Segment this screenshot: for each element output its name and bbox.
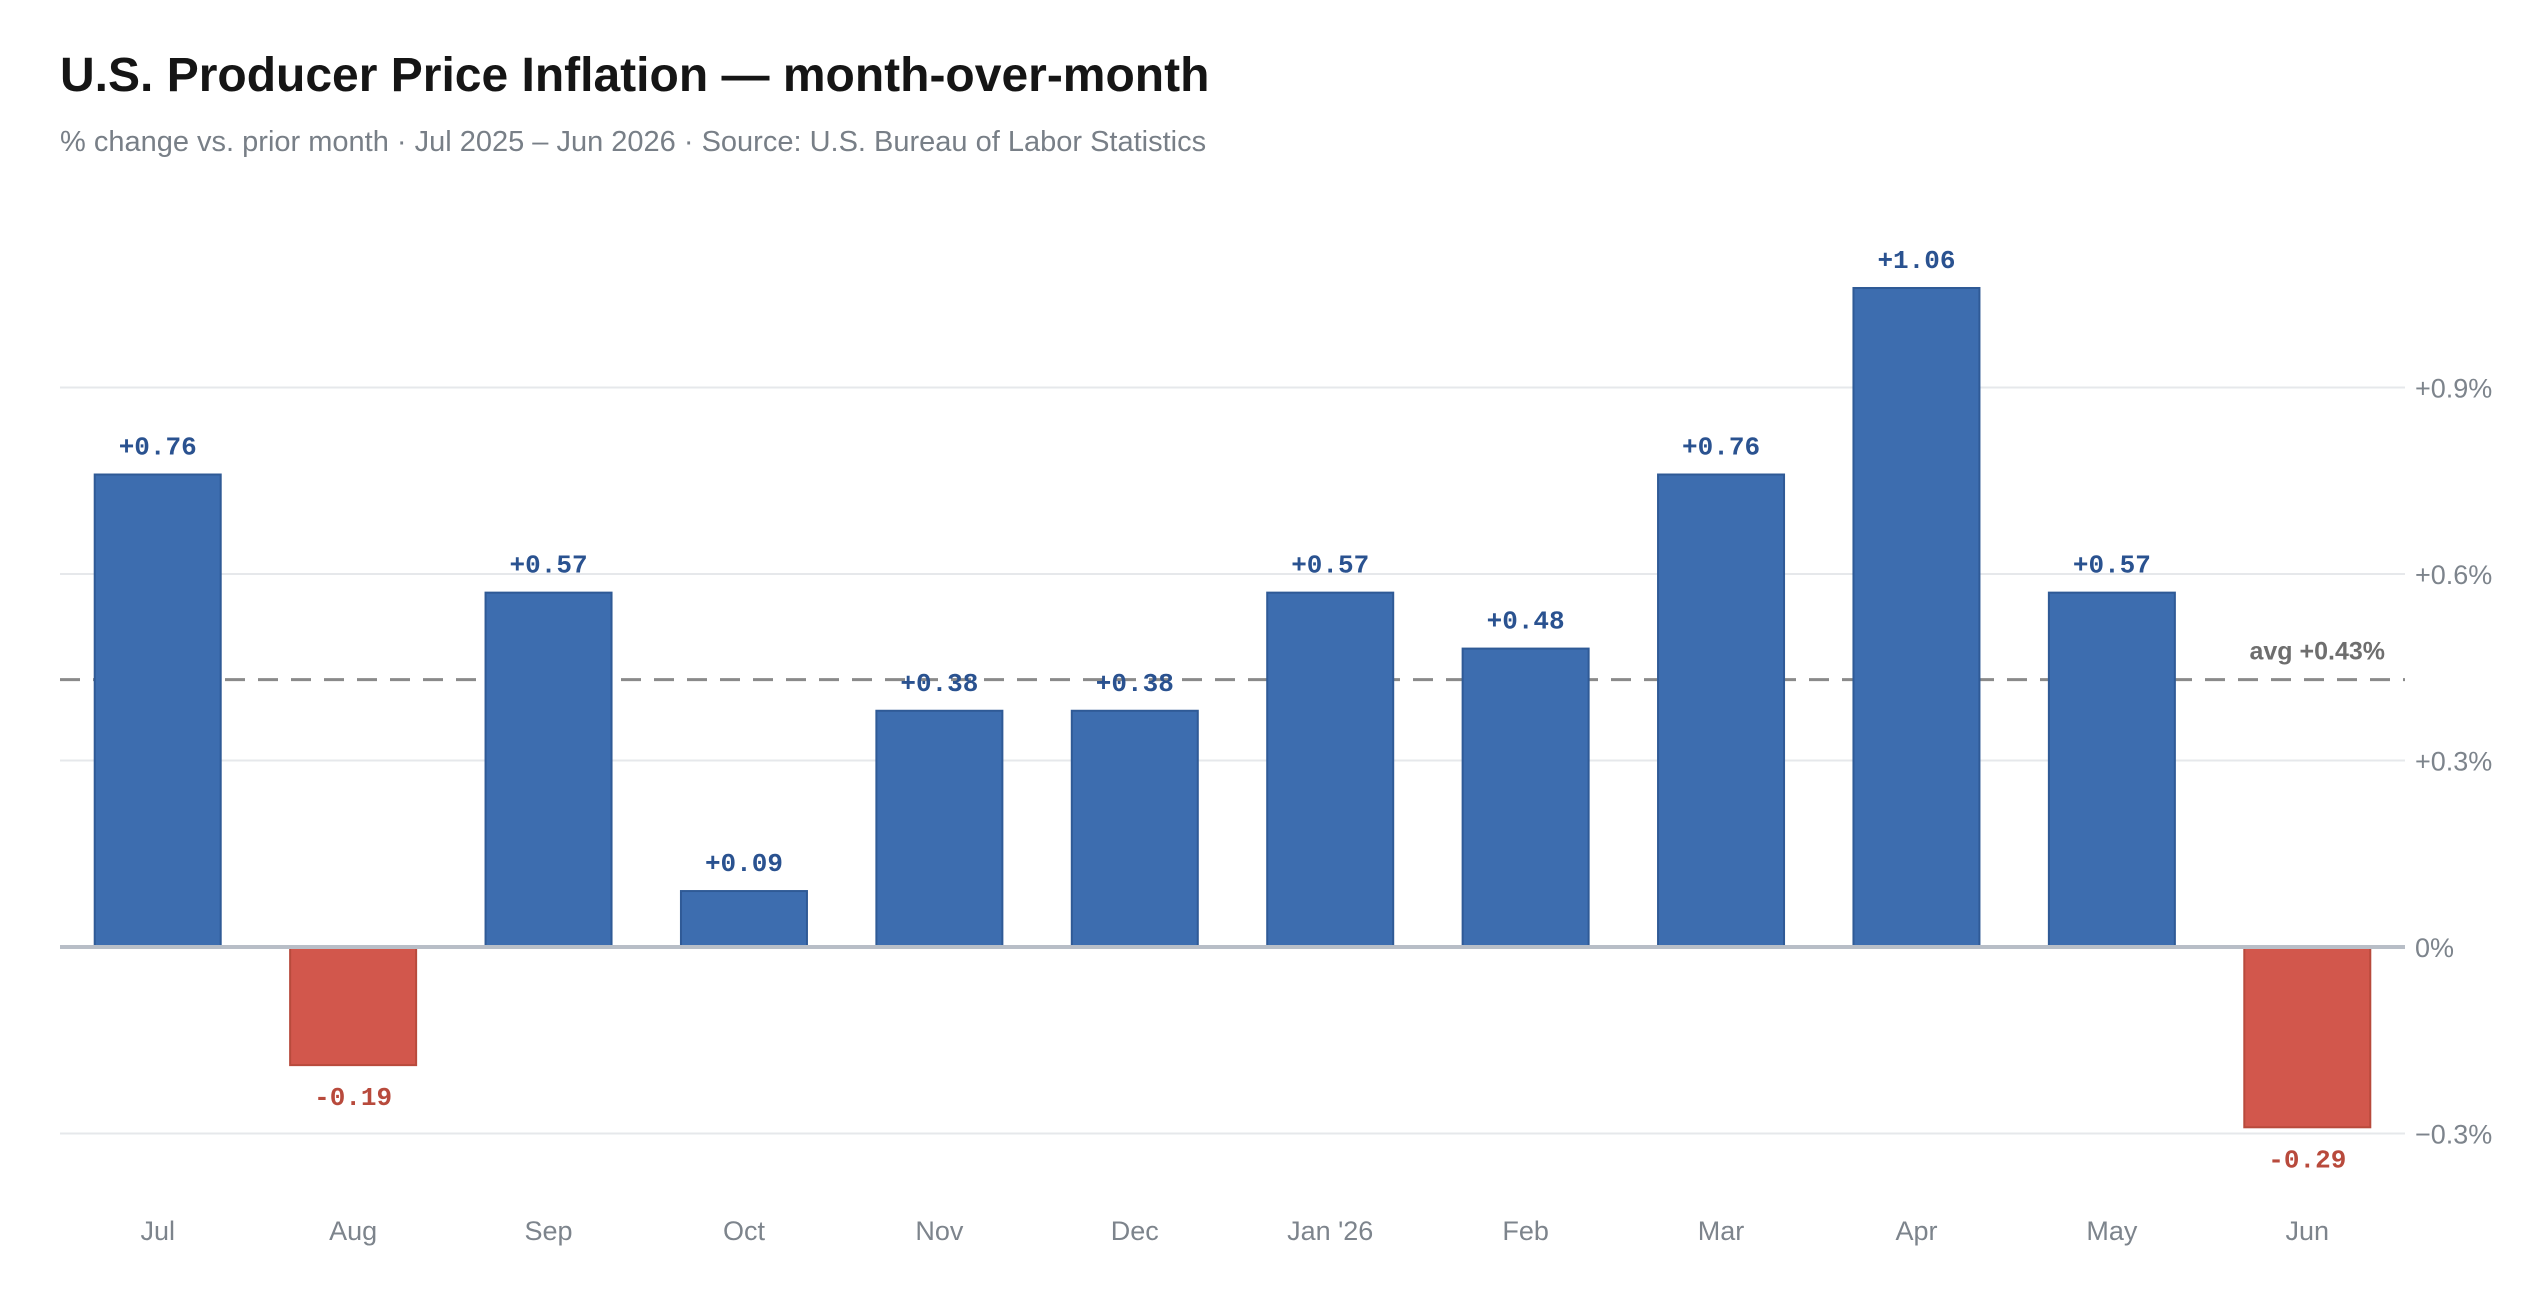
x-category-label: Jul xyxy=(140,1216,175,1246)
value-label: +0.57 xyxy=(510,551,588,581)
chart-subtitle: % change vs. prior month · Jul 2025 – Ju… xyxy=(60,126,1207,158)
value-label: -0.19 xyxy=(314,1083,392,1113)
x-category-label: May xyxy=(2086,1216,2138,1246)
value-label: +0.38 xyxy=(900,669,978,699)
value-label: +1.06 xyxy=(1877,246,1955,276)
bar xyxy=(2243,946,2372,1129)
x-category-label: Jan '26 xyxy=(1287,1216,1373,1246)
bar xyxy=(679,890,808,948)
x-category-label: Mar xyxy=(1698,1216,1745,1246)
bar xyxy=(1852,286,1981,948)
x-category-label: Oct xyxy=(723,1216,766,1246)
value-label: +0.48 xyxy=(1487,607,1565,637)
x-category-label: Aug xyxy=(329,1216,377,1246)
bar xyxy=(93,473,222,948)
x-category-label: Nov xyxy=(915,1216,964,1246)
y-axis-ticks: +0.9% +0.6% +0.3% 0% −0.3% xyxy=(2415,373,2492,1149)
y-tick-label: +0.9% xyxy=(2415,373,2492,403)
value-label: +0.76 xyxy=(1682,433,1760,463)
x-axis-categories: Jul Aug Sep Oct Nov Dec Jan '26 Feb Mar Apr May Jun xyxy=(140,1216,2329,1246)
value-label: -0.29 xyxy=(2268,1145,2346,1175)
bar xyxy=(875,709,1004,949)
bar xyxy=(1657,473,1786,948)
y-tick-label: +0.3% xyxy=(2415,746,2492,776)
bar xyxy=(2047,591,2176,948)
y-tick-label: −0.3% xyxy=(2415,1120,2492,1150)
bars xyxy=(93,286,2372,1129)
value-labels: +0.76 -0.19 +0.57 +0.09 +0.38 +0.38 +0.57 +0.48… xyxy=(119,246,2347,1175)
bar xyxy=(1070,709,1199,949)
x-category-label: Feb xyxy=(1502,1216,1549,1246)
chart-title: U.S. Producer Price Inflation — month-ov… xyxy=(60,49,1210,102)
bar xyxy=(484,591,613,948)
value-label: +0.38 xyxy=(1096,669,1174,699)
x-category-label: Jun xyxy=(2286,1216,2330,1246)
y-tick-label: +0.6% xyxy=(2415,560,2492,590)
value-label: +0.57 xyxy=(2073,551,2151,581)
value-label: +0.09 xyxy=(705,849,783,879)
bar xyxy=(1266,591,1395,948)
x-category-label: Apr xyxy=(1895,1216,1937,1246)
gridlines xyxy=(60,386,2405,1135)
value-label: +0.76 xyxy=(119,433,197,463)
y-tick-label: 0% xyxy=(2415,933,2454,963)
x-category-label: Dec xyxy=(1111,1216,1159,1246)
x-category-label: Sep xyxy=(525,1216,573,1246)
average-line-group: avg +0.43% xyxy=(60,638,2405,682)
bar xyxy=(289,946,418,1067)
average-label: avg +0.43% xyxy=(2249,638,2385,666)
value-label: +0.57 xyxy=(1291,551,1369,581)
bar xyxy=(1461,647,1590,948)
